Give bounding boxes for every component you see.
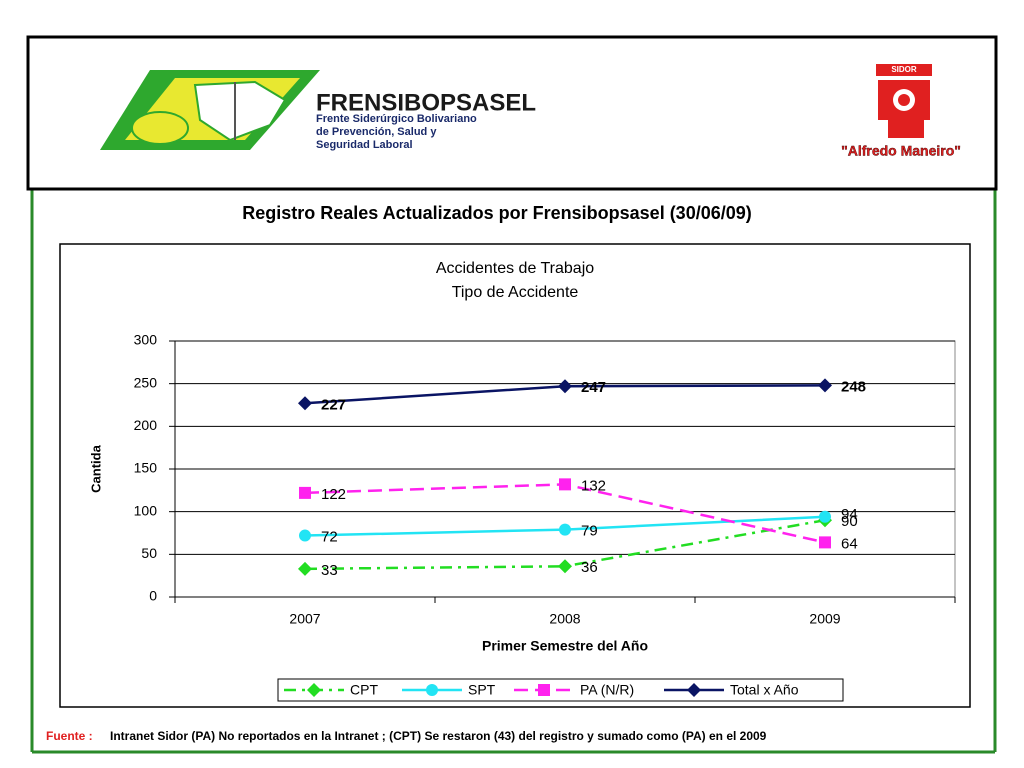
chart-subtitle: Tipo de Accidente: [452, 284, 579, 301]
source-label: Fuente :: [46, 729, 93, 743]
data-point: [299, 529, 311, 542]
logo-caption: "Alfredo Maneiro": [841, 143, 961, 159]
logo-shape: [876, 64, 932, 76]
data-label: 247: [581, 379, 606, 396]
data-point: [559, 523, 571, 536]
data-point: [819, 510, 831, 523]
data-point: [558, 379, 572, 394]
data-label: 122: [321, 486, 346, 503]
brand-name: FRENSIBOPSASEL: [316, 89, 536, 116]
data-point: [299, 486, 311, 499]
y-tick-label: 0: [149, 588, 157, 604]
brand-tagline: de Prevención, Salud y: [316, 126, 437, 138]
y-axis-label: Cantida: [88, 444, 103, 492]
chart-frame: [59, 243, 971, 708]
data-label: 64: [841, 535, 858, 552]
source-text: Intranet Sidor (PA) No reportados en la …: [110, 729, 767, 743]
sidor-logo: [876, 64, 932, 138]
x-tick-label: 2007: [289, 611, 320, 627]
legend-marker: [426, 684, 438, 696]
data-label: 36: [581, 559, 598, 576]
data-label: 90: [841, 513, 858, 530]
x-tick-label: 2008: [549, 611, 580, 627]
legend-marker: [687, 683, 701, 697]
data-label: 94: [841, 506, 858, 523]
x-tick-label: 2009: [809, 611, 840, 627]
brand-tagline: Seguridad Laboral: [316, 139, 413, 151]
y-tick-label: 200: [134, 417, 158, 433]
y-tick-label: 50: [141, 545, 157, 561]
brand-tagline: Frente Siderúrgico Bolivariano: [316, 113, 477, 125]
chart-title: Accidentes de Trabajo: [436, 260, 594, 277]
data-point: [298, 396, 312, 411]
legend-label: PA (N/R): [580, 682, 634, 698]
x-axis-label: Primer Semestre del Año: [482, 638, 648, 654]
logo-map: [193, 80, 287, 142]
logo-shape: [888, 120, 924, 138]
data-label: 248: [841, 378, 866, 395]
data-label: 132: [581, 477, 606, 494]
legend-marker: [538, 684, 550, 696]
data-label: 33: [321, 562, 338, 579]
data-label: 227: [321, 396, 346, 413]
data-point: [819, 536, 831, 549]
brand-logo: [100, 70, 320, 150]
data-label: 72: [321, 529, 338, 546]
y-tick-label: 250: [134, 374, 158, 390]
legend-label: CPT: [350, 682, 378, 698]
legend-label: Total x Año: [730, 682, 799, 698]
logo-text: SIDOR: [891, 65, 917, 74]
legend-marker: [307, 683, 321, 697]
data-point: [558, 559, 572, 574]
data-label: 79: [581, 523, 598, 540]
series-line: [304, 518, 826, 571]
slide-title: Registro Reales Actualizados por Frensib…: [242, 203, 752, 223]
data-point: [559, 478, 571, 491]
legend-label: SPT: [468, 682, 496, 698]
logo-shape: [898, 94, 910, 106]
y-tick-label: 100: [134, 502, 158, 518]
data-point: [818, 378, 832, 393]
y-tick-label: 150: [134, 460, 158, 476]
y-tick-label: 300: [134, 332, 158, 348]
logo-helmet: [131, 111, 189, 145]
data-point: [298, 561, 312, 576]
